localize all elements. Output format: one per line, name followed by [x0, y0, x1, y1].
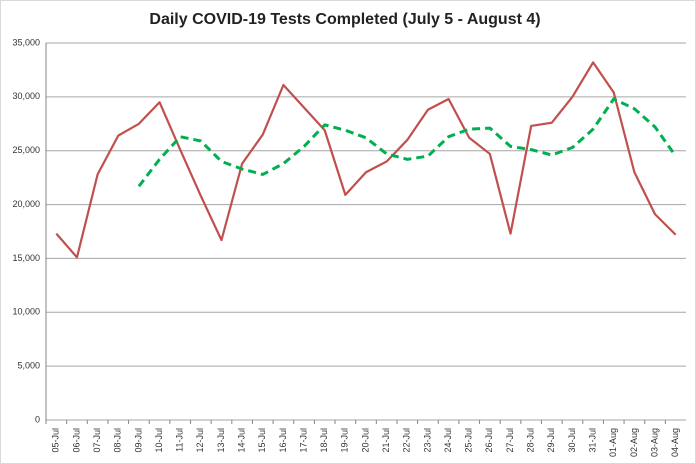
y-tick-label: 10,000	[12, 307, 40, 317]
chart-title: Daily COVID-19 Tests Completed (July 5 -…	[149, 11, 540, 28]
x-tick-label: 31-Jul	[587, 428, 597, 453]
y-tick-label: 35,000	[12, 37, 40, 47]
x-tick-label: 07-Jul	[92, 428, 102, 453]
x-tick-label: 22-Jul	[402, 428, 412, 453]
y-tick-label: 30,000	[12, 91, 40, 101]
series-line	[137, 97, 677, 188]
y-tick-label: 25,000	[12, 145, 40, 155]
x-tick-label: 05-Jul	[51, 428, 61, 453]
x-tick-label: 01-Aug	[608, 428, 618, 457]
x-tick-label: 24-Jul	[443, 428, 453, 453]
x-tick-label: 19-Jul	[340, 428, 350, 453]
x-tick-label: 17-Jul	[298, 428, 308, 453]
x-tick-label: 04-Aug	[670, 428, 680, 457]
x-tick-label: 16-Jul	[278, 428, 288, 453]
x-tick-label: 06-Jul	[71, 428, 81, 453]
y-tick-label: 15,000	[12, 253, 40, 263]
x-tick-label: 14-Jul	[237, 428, 247, 453]
x-tick-label: 23-Jul	[422, 428, 432, 453]
x-tick-label: 09-Jul	[133, 428, 143, 453]
x-tick-label: 25-Jul	[464, 428, 474, 453]
x-tick-label: 29-Jul	[546, 428, 556, 453]
x-tick-label: 15-Jul	[257, 428, 267, 453]
x-tick-label: 02-Aug	[629, 428, 639, 457]
series-line	[55, 61, 677, 259]
x-tick-label: 03-Aug	[649, 428, 659, 457]
x-tick-label: 18-Jul	[319, 428, 329, 453]
y-tick-label: 5,000	[17, 361, 40, 371]
x-tick-label: 20-Jul	[360, 428, 370, 453]
x-tick-label: 13-Jul	[216, 428, 226, 453]
x-tick-label: 12-Jul	[195, 428, 205, 453]
x-tick-label: 30-Jul	[567, 428, 577, 453]
x-tick-label: 11-Jul	[175, 428, 185, 452]
x-tick-label: 10-Jul	[154, 428, 164, 453]
x-tick-label: 27-Jul	[505, 428, 515, 453]
x-tick-label: 08-Jul	[113, 428, 123, 453]
y-tick-label: 0	[35, 414, 40, 424]
x-tick-label: 26-Jul	[484, 428, 494, 453]
x-tick-label: 28-Jul	[526, 428, 536, 453]
x-tick-label: 21-Jul	[381, 428, 391, 453]
y-tick-label: 20,000	[12, 199, 40, 209]
